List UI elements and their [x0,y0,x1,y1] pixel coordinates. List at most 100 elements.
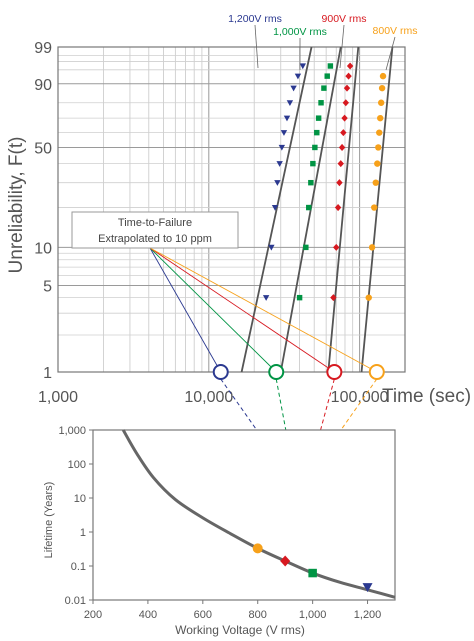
annotation-line-2: Extrapolated to 10 ppm [98,233,212,245]
extrapolated-failure-circle [326,364,343,380]
weibull-x-tick-label: 10,000 [184,389,233,406]
weibull-data-point [283,115,291,122]
weibull-data-point [337,160,344,168]
weibull-data-point [336,179,343,187]
weibull-data-points [262,62,387,302]
weibull-labels: 1 5 10 50 90 99 1,000 10,000 100,000 1,200V rms1,… [34,13,417,406]
series-label: 800V rms [373,25,418,37]
lifetime-plot-border [92,429,396,601]
weibull-fit-line [360,46,394,373]
weibull-data-point [315,115,322,121]
annotation-box: Time-to-Failure Extrapolated to 10 ppm [71,211,239,249]
weibull-data-point [321,85,327,91]
weibull-data-point [346,62,354,70]
weibull-data-point [377,99,385,106]
weibull-data-point [345,72,352,80]
series-label: 900V rms [322,13,367,25]
lifetime-ylabel: Lifetime (Years) [43,482,55,559]
weibull-data-point [280,130,288,136]
extrapolated-failure-circles [212,364,385,380]
weibull-y-tick-label: 90 [34,77,52,94]
lifetime-x-tick-label: 1,000 [299,609,327,621]
series-label-leader [385,36,396,71]
extrapolated-failure-circle [268,364,285,380]
weibull-data-point [375,144,382,151]
weibull-data-point [271,205,279,211]
weibull-data-point [372,179,379,186]
weibull-data-point [262,295,270,301]
extrapolation-lines [149,247,378,373]
weibull-data-point [318,100,324,106]
series-label-leader [339,24,345,69]
weibull-data-point [286,100,294,106]
weibull-data-point [341,114,348,122]
weibull-data-point [312,144,318,151]
weibull-data-point [368,244,376,251]
weibull-data-point [268,244,275,251]
weibull-data-point [365,294,372,301]
lifetime-y-tick-label: 100 [68,459,86,471]
weibull-data-point [306,204,312,211]
weibull-data-point [334,204,342,212]
lifetime-data-point [252,543,263,554]
weibull-data-point [274,180,281,186]
weibull-data-point [299,63,306,70]
extrapolation-line [149,247,222,373]
weibull-data-point [377,114,384,122]
weibull-data-point [378,84,386,92]
series-label-leader [254,24,259,69]
weibull-data-point [278,144,286,151]
weibull-y-tick-label: 5 [43,279,52,296]
weibull-data-point [290,85,297,92]
weibull-data-point [379,72,387,80]
lifetime-data-point [280,555,291,567]
weibull-data-point [276,161,283,167]
lifetime-y-tick-label: 10 [74,493,86,505]
weibull-y-tick-label: 10 [34,240,52,257]
weibull-y-tick-label: 99 [34,40,52,57]
weibull-data-point [294,73,302,80]
extrapolated-failure-circle [368,364,385,380]
lifetime-y-tick-label: 0.01 [65,595,86,607]
weibull-data-point [371,204,378,211]
weibull-x-tick-label: 1,000 [38,389,78,406]
weibull-data-point [376,129,383,136]
weibull-xlabel: Time (sec) [382,386,471,407]
weibull-data-point [314,129,320,136]
weibull-data-point [310,160,316,167]
extrapolation-line [149,247,378,373]
lifetime-x-tick-label: 1,200 [354,609,382,621]
lifetime-x-tick-label: 400 [139,609,157,621]
lifetime-x-tick-label: 200 [84,609,102,621]
weibull-data-point [333,243,340,251]
weibull-fit-line [327,46,360,373]
lifetime-curve [121,429,396,599]
weibull-data-point [374,160,381,167]
extrapolation-line [149,247,277,373]
lifetime-data-point [308,568,317,578]
lifetime-data-point [362,583,373,593]
weibull-x-tick-label: 100,000 [331,389,389,406]
lifetime-chart: 0.01 0.1 1 10 100 1,000 200 400 600 800 1,000 1,200 [58,425,396,621]
extrapolated-failure-circle [212,364,229,380]
weibull-y-tick-label: 50 [34,140,52,157]
lifetime-x-tick-label: 600 [194,609,212,621]
weibull-data-point [340,129,347,137]
lifetime-y-tick-label: 1 [80,527,86,539]
weibull-data-point [303,244,309,251]
weibull-data-point [296,294,303,301]
series-label: 1,000V rms [273,26,327,38]
extrapolation-line [149,247,335,373]
weibull-data-point [343,84,351,92]
annotation-line-1: Time-to-Failure [118,217,192,229]
lifetime-y-tick-label: 1,000 [58,425,86,437]
lifetime-xlabel: Working Voltage (V rms) [175,623,305,637]
series-label: 1,200V rms [228,13,282,25]
lifetime-x-tick-label: 800 [249,609,267,621]
lifetime-y-tick-label: 0.1 [71,561,86,573]
weibull-data-point [327,63,334,69]
weibull-data-point [330,294,337,302]
weibull-data-point [338,143,346,151]
weibull-data-point [324,73,330,79]
